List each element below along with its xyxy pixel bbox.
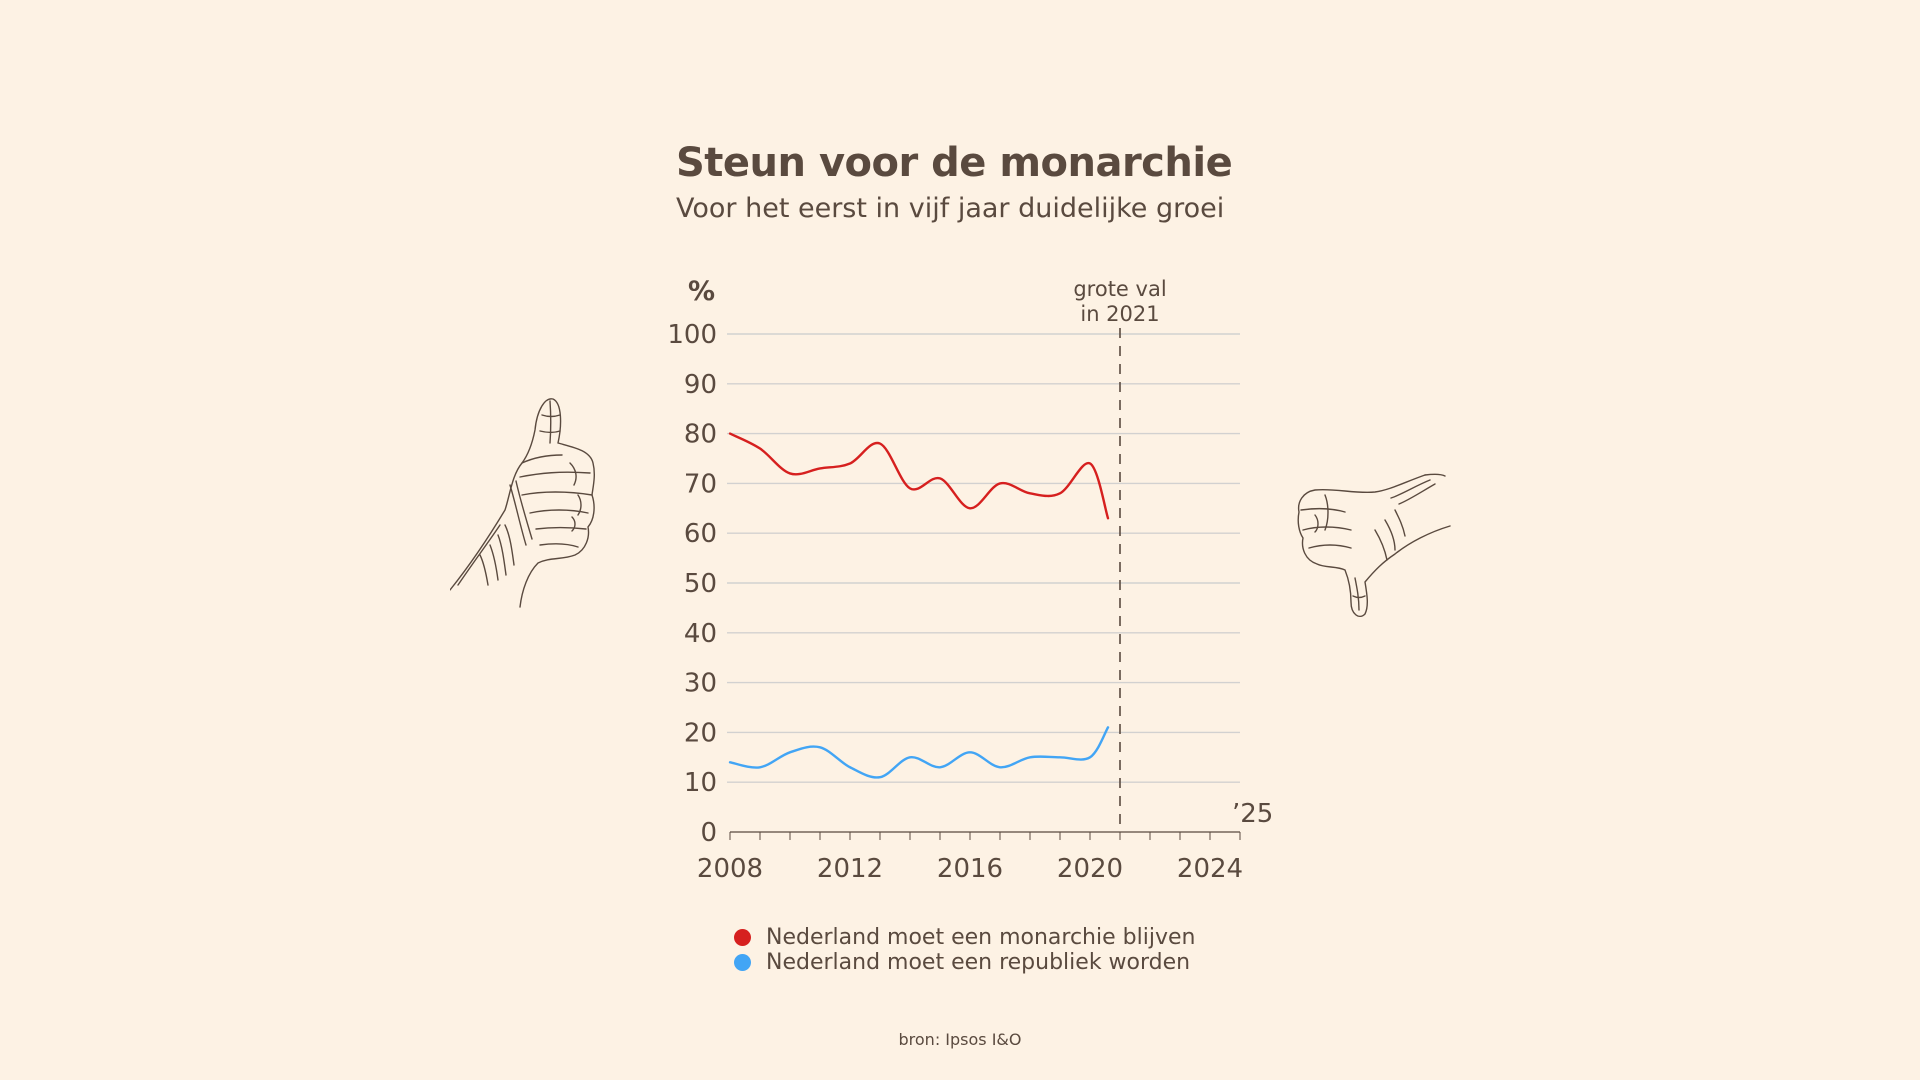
chart-subtitle: Voor het eerst in vijf jaar duidelijke g…	[676, 193, 1225, 224]
legend-item-monarchie: Nederland moet een monarchie blijven	[734, 925, 1195, 950]
x-end-label: ’25	[1232, 799, 1273, 829]
y-tick-label: 20	[684, 718, 717, 748]
source-note: bron: Ipsos I&O	[898, 1030, 1022, 1049]
legend-item-republiek: Nederland moet een republiek worden	[734, 950, 1195, 975]
legend-label-republiek: Nederland moet een republiek worden	[766, 950, 1191, 975]
y-tick-label: 100	[667, 320, 717, 350]
y-tick-label: 30	[684, 669, 717, 699]
y-tick-label: 60	[684, 519, 717, 549]
thumbs-down-icon	[1297, 473, 1451, 618]
annotation-label: grote val	[1073, 277, 1166, 301]
x-tick-label: 2016	[937, 854, 1003, 884]
x-tick-label: 2024	[1177, 854, 1243, 884]
y-tick-label: 0	[700, 818, 717, 848]
thumbs-up-icon	[450, 398, 595, 608]
x-tick-label: 2008	[697, 854, 763, 884]
y-tick-label: 80	[684, 420, 717, 450]
y-tick-label: 90	[684, 370, 717, 400]
series-line-monarchie	[728, 432, 1110, 520]
legend-dot-monarchie	[734, 929, 751, 946]
y-tick-label: 50	[684, 569, 717, 599]
x-tick-label: 2020	[1057, 854, 1123, 884]
y-tick-label: 10	[684, 768, 717, 798]
x-tick-label: 2012	[817, 854, 883, 884]
chart-title: Steun voor de monarchie	[676, 140, 1233, 186]
y-tick-label: 70	[684, 469, 717, 499]
chart-legend: Nederland moet een monarchie blijven Ned…	[734, 925, 1195, 975]
y-tick-label: 40	[684, 619, 717, 649]
y-axis-unit-label: %	[688, 276, 715, 307]
annotation-label: in 2021	[1080, 302, 1159, 326]
legend-dot-republiek	[734, 954, 751, 971]
legend-label-monarchie: Nederland moet een monarchie blijven	[766, 925, 1196, 950]
series-line-republiek	[728, 726, 1110, 779]
